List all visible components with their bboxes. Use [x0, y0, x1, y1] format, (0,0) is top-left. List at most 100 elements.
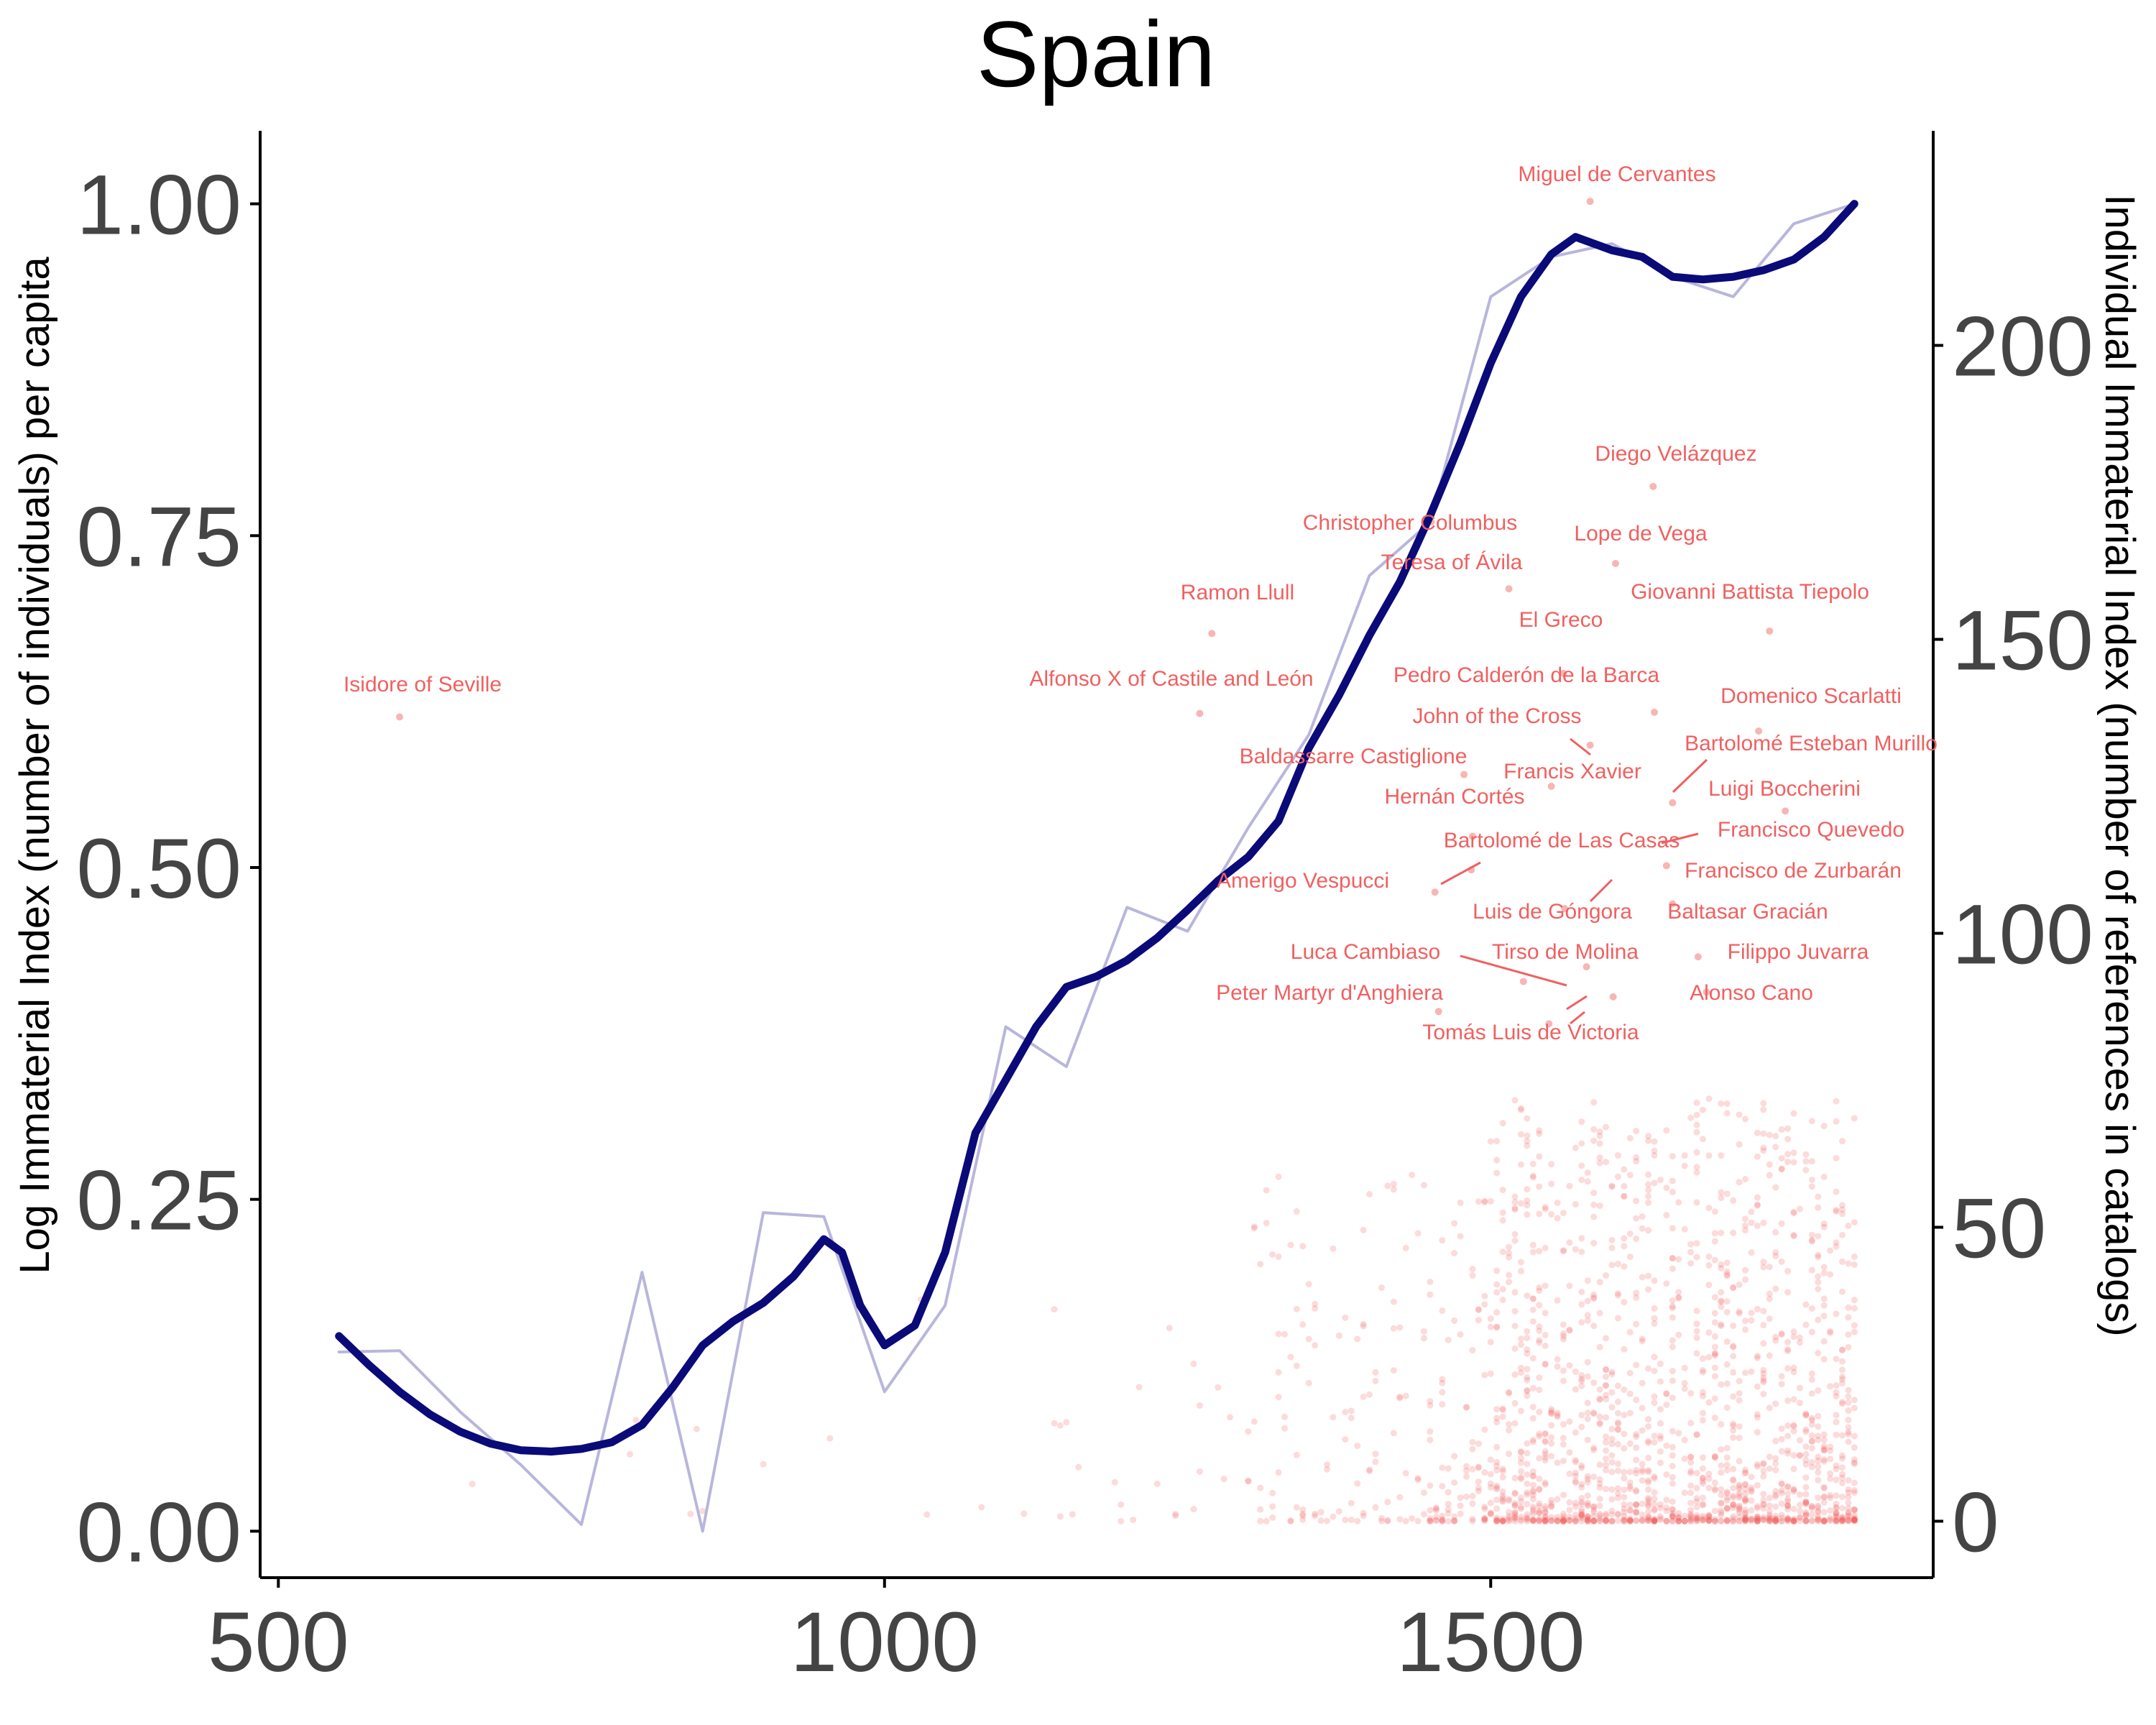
- individual-point: [1742, 1369, 1749, 1376]
- annotation-label: Peter Martyr d'Anghiera: [1216, 981, 1443, 1005]
- individual-point: [1439, 1307, 1446, 1315]
- individual-point: [1711, 1414, 1718, 1421]
- individual-point: [1675, 1517, 1682, 1524]
- individual-point: [1481, 1426, 1488, 1433]
- individual-point: [1669, 1510, 1676, 1517]
- individual-point: [1493, 1458, 1501, 1466]
- individual-point: [1524, 1440, 1531, 1447]
- individual-point: [1723, 1461, 1731, 1468]
- individual-point: [1851, 1517, 1858, 1524]
- individual-point: [1723, 1505, 1731, 1512]
- individual-point: [1596, 1420, 1603, 1427]
- individual-point: [1754, 1481, 1761, 1489]
- annotation-label: Miguel de Cervantes: [1518, 162, 1715, 186]
- individual-point: [1596, 1128, 1603, 1136]
- individual-point: [1614, 1292, 1621, 1299]
- individual-point: [1681, 1517, 1688, 1524]
- individual-point: [1626, 1409, 1634, 1417]
- individual-point: [1742, 1469, 1749, 1476]
- individual-point: [1427, 1278, 1434, 1285]
- individual-point: [1742, 1481, 1749, 1488]
- individual-point: [1802, 1151, 1810, 1158]
- individual-point: [1802, 1474, 1810, 1481]
- annotation-label: Francis Xavier: [1503, 760, 1641, 783]
- individual-point: [1608, 1486, 1616, 1493]
- individual-point: [1693, 1099, 1700, 1106]
- individual-point: [1693, 1149, 1700, 1156]
- individual-point: [1626, 1517, 1634, 1524]
- individual-point: [1056, 1513, 1064, 1520]
- individual-point: [1542, 1244, 1549, 1251]
- individual-point: [1596, 1495, 1603, 1502]
- individual-point: [1378, 1514, 1385, 1522]
- individual-point: [1475, 1198, 1482, 1205]
- individual-point: [1711, 1373, 1718, 1380]
- individual-point: [1427, 1517, 1434, 1524]
- individual-point: [1784, 1338, 1792, 1346]
- individual-point: [1808, 1432, 1815, 1440]
- individual-point: [1578, 1499, 1585, 1506]
- individual-point: [1566, 1326, 1573, 1333]
- individual-point: [1590, 1126, 1598, 1133]
- annotated-point: [1586, 741, 1594, 749]
- individual-point: [1626, 1517, 1634, 1524]
- individual-point: [1778, 1489, 1785, 1496]
- individual-point: [1584, 1478, 1591, 1486]
- individual-point: [1808, 1305, 1815, 1312]
- individual-point: [1578, 1511, 1585, 1518]
- individual-point: [1796, 1507, 1803, 1514]
- individual-point: [1493, 1419, 1501, 1426]
- individual-point: [1845, 1489, 1852, 1496]
- individual-point: [1772, 1455, 1779, 1462]
- individual-point: [1299, 1321, 1307, 1328]
- individual-point: [1439, 1512, 1446, 1519]
- individual-point: [1299, 1510, 1307, 1517]
- individual-point: [1499, 1120, 1506, 1127]
- individual-point: [1784, 1496, 1792, 1503]
- individual-point: [1566, 1282, 1573, 1289]
- annotated-point: [1669, 799, 1677, 806]
- individual-point: [1420, 1489, 1427, 1496]
- individual-point: [1560, 1333, 1567, 1340]
- individual-point: [1718, 1261, 1725, 1269]
- individual-point: [1409, 1172, 1416, 1179]
- annotation-leader-line: [1460, 954, 1567, 987]
- individual-point: [1705, 1512, 1713, 1519]
- individual-point: [1796, 1339, 1803, 1346]
- individual-point: [1699, 1480, 1706, 1487]
- individual-point: [1663, 1517, 1670, 1524]
- individual-point: [1493, 1484, 1501, 1491]
- individual-point: [1796, 1399, 1803, 1407]
- individual-point: [1736, 1483, 1743, 1490]
- individual-point: [1263, 1517, 1270, 1524]
- individual-point: [1772, 1438, 1779, 1445]
- individual-point: [1851, 1115, 1858, 1122]
- individual-point: [1493, 1323, 1501, 1330]
- individual-point: [1808, 1177, 1815, 1184]
- individual-point: [1596, 1202, 1603, 1210]
- individual-point: [1469, 1272, 1476, 1279]
- individual-point: [1584, 1502, 1591, 1509]
- individual-point: [1633, 1444, 1640, 1451]
- individual-point: [1754, 1503, 1761, 1510]
- individual-point: [1681, 1152, 1688, 1159]
- individual-point: [1608, 1517, 1616, 1524]
- individual-point: [1845, 1512, 1852, 1519]
- individual-point: [1851, 1328, 1858, 1335]
- individual-point: [1263, 1220, 1270, 1227]
- individual-point: [1639, 1274, 1646, 1281]
- individual-point: [1711, 1364, 1718, 1371]
- individual-point: [1742, 1496, 1749, 1503]
- individual-point: [1687, 1420, 1695, 1427]
- individual-point: [1705, 1517, 1713, 1524]
- individual-point: [1790, 1515, 1797, 1522]
- individual-point: [1851, 1322, 1858, 1329]
- individual-point: [1560, 1330, 1567, 1337]
- individual-point: [1445, 1510, 1452, 1517]
- individual-point: [1754, 1516, 1761, 1523]
- individual-point: [1723, 1298, 1731, 1305]
- individual-point: [1603, 1447, 1610, 1454]
- individual-point: [1663, 1184, 1670, 1192]
- individual-point: [1723, 1380, 1731, 1387]
- individual-point: [1657, 1515, 1664, 1522]
